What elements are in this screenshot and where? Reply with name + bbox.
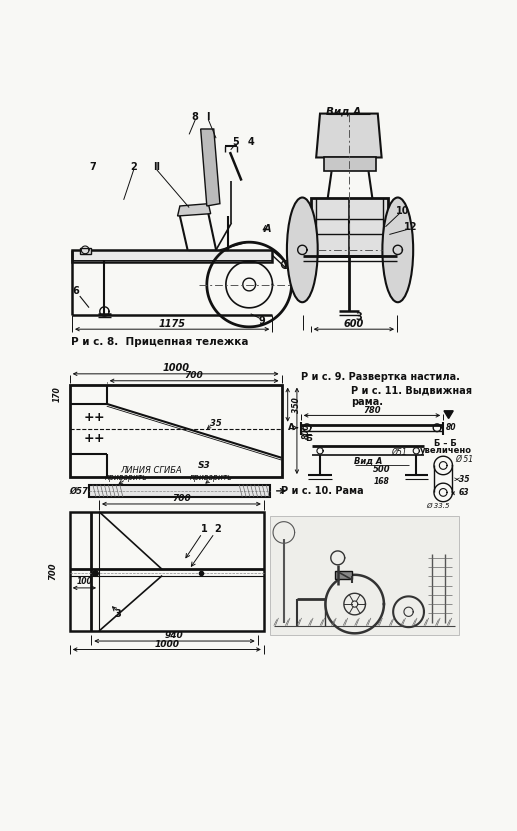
Text: 2: 2 [130, 163, 137, 173]
Bar [336, 571, 353, 578]
Polygon shape [305, 569, 328, 598]
Bar [72, 250, 272, 263]
Text: 700: 700 [172, 494, 191, 503]
Text: Р и с. 11. Выдвижная
рама.: Р и с. 11. Выдвижная рама. [351, 386, 472, 407]
Text: 80: 80 [446, 423, 456, 432]
Text: 7: 7 [89, 163, 96, 173]
Text: А: А [264, 224, 271, 234]
Text: 9: 9 [259, 317, 266, 327]
Text: +: + [84, 432, 94, 445]
Text: Р и с. 10. Рама: Р и с. 10. Рама [281, 486, 363, 496]
Text: 2: 2 [214, 524, 221, 534]
Text: I: I [207, 111, 210, 121]
Bar [311, 199, 388, 256]
Text: 100: 100 [77, 578, 92, 586]
Text: 1175: 1175 [159, 319, 186, 329]
Polygon shape [347, 576, 413, 598]
Bar [70, 512, 264, 631]
Text: 940: 940 [165, 631, 184, 640]
Text: Вид А: Вид А [354, 457, 382, 466]
Text: 4: 4 [247, 137, 254, 147]
Text: Б – Б: Б – Б [434, 440, 457, 449]
Text: Ø57: Ø57 [70, 486, 88, 495]
Text: 170: 170 [52, 386, 61, 402]
Polygon shape [316, 114, 382, 157]
Text: 5: 5 [232, 137, 239, 147]
Text: 1: 1 [201, 524, 208, 534]
Text: А: А [288, 423, 295, 432]
Bar [270, 515, 459, 635]
Text: 1000: 1000 [154, 640, 179, 649]
Text: 350: 350 [293, 396, 301, 412]
Text: +: + [84, 411, 94, 425]
Bar [80, 248, 90, 253]
Text: 3: 3 [114, 609, 121, 619]
Text: 600: 600 [344, 319, 364, 329]
Text: +: + [94, 411, 104, 425]
Text: 6: 6 [72, 286, 79, 296]
Text: Ø 33.5: Ø 33.5 [426, 503, 450, 509]
Bar [70, 385, 282, 477]
Bar [324, 157, 376, 171]
Polygon shape [273, 522, 295, 533]
Text: 8: 8 [192, 111, 199, 121]
Ellipse shape [287, 198, 318, 302]
Polygon shape [322, 569, 343, 598]
Text: 63: 63 [459, 488, 469, 497]
Text: 3: 3 [355, 312, 362, 322]
Polygon shape [374, 566, 413, 591]
Text: +: + [94, 432, 104, 445]
Text: 700: 700 [48, 563, 57, 580]
Text: 700: 700 [185, 371, 204, 380]
Polygon shape [201, 129, 220, 206]
Text: Ø 51: Ø 51 [455, 455, 473, 464]
Text: 35: 35 [459, 475, 469, 484]
Text: Вид А: Вид А [326, 106, 361, 116]
Text: 35: 35 [210, 419, 222, 428]
Polygon shape [444, 411, 453, 419]
Text: 10: 10 [396, 206, 409, 216]
Bar [89, 484, 270, 497]
Text: 780: 780 [363, 406, 381, 415]
Text: Р и с. 9. Развертка настила.: Р и с. 9. Развертка настила. [301, 372, 460, 382]
Text: увеличено: увеличено [419, 445, 472, 455]
Polygon shape [177, 204, 211, 216]
Text: Б: Б [305, 434, 312, 443]
Text: приварить: приварить [189, 474, 232, 482]
Text: приварить: приварить [104, 474, 147, 482]
Text: II: II [153, 163, 160, 173]
Text: S3: S3 [198, 461, 211, 470]
Text: 12: 12 [404, 222, 418, 232]
Text: 800: 800 [301, 423, 311, 439]
Text: 168: 168 [374, 477, 389, 486]
Text: ЛИНИЯ СГИБА: ЛИНИЯ СГИБА [120, 466, 181, 475]
Text: Р и с. 8.  Прицепная тележка: Р и с. 8. Прицепная тележка [71, 337, 249, 347]
Ellipse shape [383, 198, 413, 302]
Text: 1000: 1000 [162, 363, 189, 373]
Text: Ø51: Ø51 [391, 448, 407, 457]
Text: 500: 500 [373, 465, 390, 474]
